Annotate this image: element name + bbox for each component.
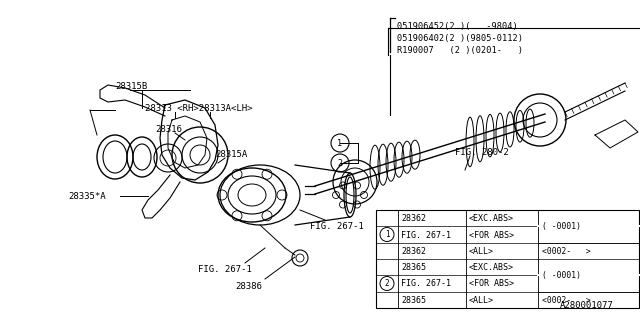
Text: <FOR ABS>: <FOR ABS> [469, 279, 514, 289]
Text: FIG. 267-1: FIG. 267-1 [401, 230, 451, 239]
Text: 051906452(2 )(   -9804): 051906452(2 )( -9804) [397, 22, 518, 31]
Text: 28315B: 28315B [115, 82, 147, 91]
Text: 28313 <RH>28313A<LH>: 28313 <RH>28313A<LH> [145, 104, 253, 113]
Bar [376, 210, 639, 308]
Text: 28315A: 28315A [215, 150, 247, 159]
Text: 051906402(2 )(9805-0112): 051906402(2 )(9805-0112) [397, 34, 523, 43]
Text: 2: 2 [385, 279, 389, 288]
Text: 28386: 28386 [235, 282, 262, 291]
Text: <ALL>: <ALL> [469, 247, 494, 256]
Text: <EXC.ABS>: <EXC.ABS> [469, 263, 514, 272]
Text: 28362: 28362 [401, 214, 426, 223]
Text: 28335*A: 28335*A [68, 192, 106, 201]
Text: FIG. 267-1: FIG. 267-1 [310, 222, 364, 231]
Text: <0002-   >: <0002- > [542, 296, 591, 305]
Text: 28365: 28365 [401, 296, 426, 305]
Text: FIG. 280-2: FIG. 280-2 [455, 148, 509, 157]
Text: <0002-   >: <0002- > [542, 247, 591, 256]
Text: <FOR ABS>: <FOR ABS> [469, 230, 514, 239]
Text: FIG. 267-1: FIG. 267-1 [401, 279, 451, 289]
Text: FIG. 267-1: FIG. 267-1 [198, 265, 252, 274]
Text: 1: 1 [337, 139, 342, 148]
Text: 2: 2 [337, 158, 342, 167]
Text: 28365: 28365 [401, 263, 426, 272]
Text: A280001077: A280001077 [560, 301, 614, 310]
Text: 28362: 28362 [401, 247, 426, 256]
Text: 1: 1 [385, 230, 389, 239]
Text: <EXC.ABS>: <EXC.ABS> [469, 214, 514, 223]
Text: R190007   (2 )(0201-   ): R190007 (2 )(0201- ) [397, 46, 523, 55]
Text: 28316: 28316 [155, 125, 182, 134]
Text: <ALL>: <ALL> [469, 296, 494, 305]
Text: ( -0001): ( -0001) [542, 222, 581, 231]
Text: ( -0001): ( -0001) [542, 271, 581, 280]
